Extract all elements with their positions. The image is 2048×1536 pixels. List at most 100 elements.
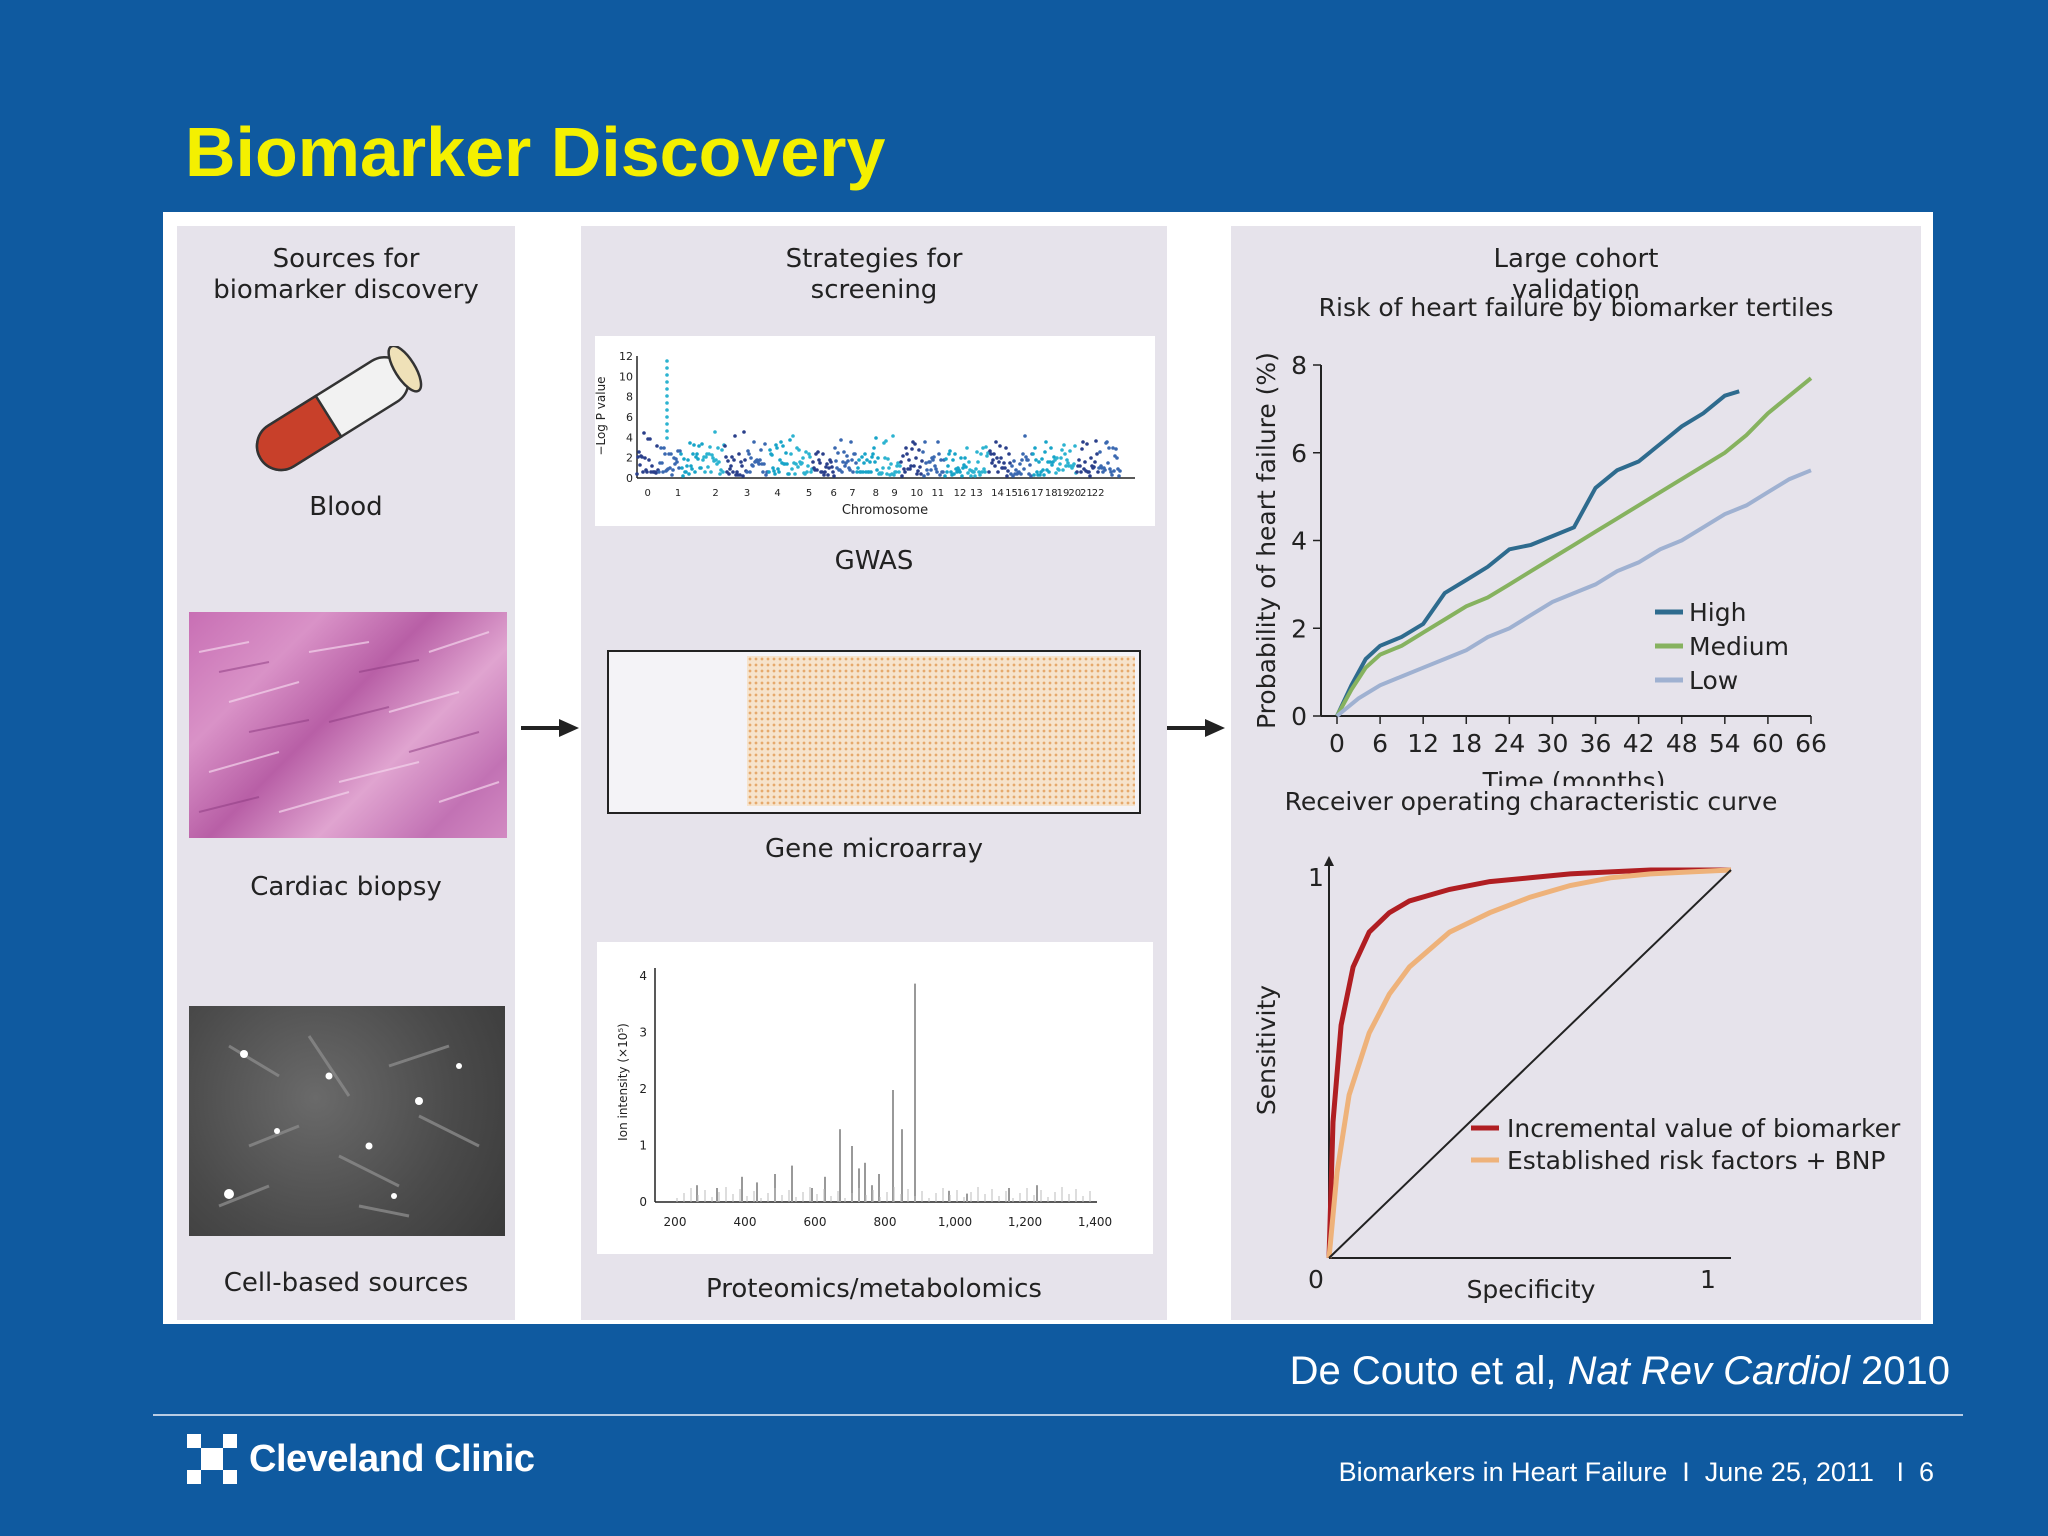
- gwas-point: [672, 456, 676, 460]
- gwas-point: [782, 462, 786, 466]
- gwas-x-tick: 3: [744, 488, 750, 499]
- gwas-point: [833, 446, 837, 450]
- gwas-point: [749, 456, 753, 460]
- gwas-point: [1061, 468, 1065, 472]
- gwas-point: [835, 466, 839, 470]
- gwas-point: [920, 459, 924, 463]
- gwas-point: [789, 452, 793, 456]
- gwas-y-tick: 10: [619, 370, 633, 383]
- risk-y-tick: 8: [1291, 351, 1307, 380]
- spectrum-x-tick: 1,400: [1078, 1215, 1112, 1229]
- footer: Biomarkers in Heart Failure I June 25, 2…: [1339, 1457, 1934, 1488]
- gwas-point: [778, 458, 782, 462]
- roc-series-line: [1326, 867, 1731, 1259]
- page-number: 6: [1918, 1457, 1934, 1487]
- risk-legend-label: Medium: [1689, 632, 1789, 661]
- gwas-point: [774, 443, 778, 447]
- gwas-point: [980, 470, 984, 474]
- microarray-label: Gene microarray: [765, 834, 983, 864]
- spectrum-x-tick: 600: [804, 1215, 827, 1229]
- gwas-point: [953, 452, 957, 456]
- gwas-point: [951, 458, 955, 462]
- spectrum-x-tick: 400: [734, 1215, 757, 1229]
- footer-divider: [153, 1414, 1963, 1416]
- biopsy-label: Cardiac biopsy: [250, 872, 442, 902]
- roc-x-tick: 1: [1700, 1265, 1716, 1294]
- gwas-point: [940, 470, 944, 474]
- gwas-point: [926, 472, 930, 476]
- gwas-hit-point: [665, 401, 669, 405]
- gwas-point: [818, 461, 822, 465]
- gwas-y-tick: 4: [626, 431, 633, 444]
- gwas-point: [939, 458, 943, 462]
- cleveland-clinic-logo: Cleveland Clinic: [187, 1432, 535, 1486]
- gwas-point: [639, 454, 643, 458]
- roc-legend-label: Established risk factors + BNP: [1507, 1146, 1885, 1175]
- gwas-point: [1096, 470, 1100, 474]
- gwas-x-tick: 9: [891, 488, 897, 499]
- gwas-point: [982, 467, 986, 471]
- gwas-point: [995, 456, 999, 460]
- gwas-point: [975, 450, 979, 454]
- gwas-point: [990, 461, 994, 465]
- spectrum-x-tick: 1,000: [938, 1215, 972, 1229]
- gwas-point: [707, 452, 711, 456]
- screening-heading-line2: screening: [810, 275, 938, 305]
- gwas-point: [872, 446, 876, 450]
- sources-panel: Sources for biomarker discovery Blood Ca…: [177, 226, 515, 1320]
- gwas-point: [725, 470, 729, 474]
- gwas-point: [1006, 469, 1010, 473]
- gwas-point: [1098, 450, 1102, 454]
- gwas-point: [898, 464, 902, 468]
- gwas-point: [935, 470, 939, 474]
- gwas-point: [921, 450, 925, 454]
- risk-x-tick: 24: [1493, 729, 1525, 758]
- gwas-point: [973, 474, 977, 478]
- gwas-point: [938, 473, 942, 477]
- gwas-point: [998, 444, 1002, 448]
- gwas-point: [1000, 466, 1004, 470]
- gwas-point: [887, 466, 891, 470]
- gwas-point: [1068, 449, 1072, 453]
- gwas-point: [946, 464, 950, 468]
- gwas-point: [740, 464, 744, 468]
- gwas-point: [781, 444, 785, 448]
- gwas-point: [871, 452, 875, 456]
- gwas-point: [807, 452, 811, 456]
- gwas-point: [830, 465, 834, 469]
- gwas-point: [1024, 455, 1028, 459]
- gwas-point: [664, 469, 668, 473]
- gwas-point: [988, 449, 992, 453]
- gwas-point: [720, 448, 724, 452]
- risk-x-tick: 36: [1580, 729, 1612, 758]
- gwas-point: [750, 463, 754, 467]
- gwas-point: [714, 458, 718, 462]
- gwas-point: [992, 452, 996, 456]
- gwas-y-tick: 0: [626, 472, 633, 485]
- gwas-point: [796, 465, 800, 469]
- risk-series-line: [1335, 376, 1813, 717]
- gwas-point: [1013, 472, 1017, 476]
- gwas-point: [764, 473, 768, 477]
- gwas-point: [1055, 456, 1059, 460]
- gwas-point: [1101, 470, 1105, 474]
- arrow-right-icon: [521, 719, 579, 737]
- gwas-point: [859, 470, 863, 474]
- gwas-point: [901, 454, 905, 458]
- gwas-point: [756, 460, 760, 464]
- gwas-point: [809, 470, 813, 474]
- gwas-label: GWAS: [834, 546, 914, 576]
- gwas-point: [741, 474, 745, 478]
- gwas-point: [678, 449, 682, 453]
- gwas-point: [965, 446, 969, 450]
- gwas-x-tick: 10: [910, 488, 923, 499]
- gwas-y-axis-label: −Log P value: [595, 376, 608, 455]
- gwas-point: [927, 460, 931, 464]
- blood-label: Blood: [309, 492, 383, 522]
- gwas-point: [695, 452, 699, 456]
- gwas-point: [746, 449, 750, 453]
- spectrum-y-tick: 0: [639, 1195, 647, 1209]
- gwas-point: [701, 458, 705, 462]
- gwas-x-tick: 14: [991, 488, 1004, 499]
- gwas-point: [708, 445, 712, 449]
